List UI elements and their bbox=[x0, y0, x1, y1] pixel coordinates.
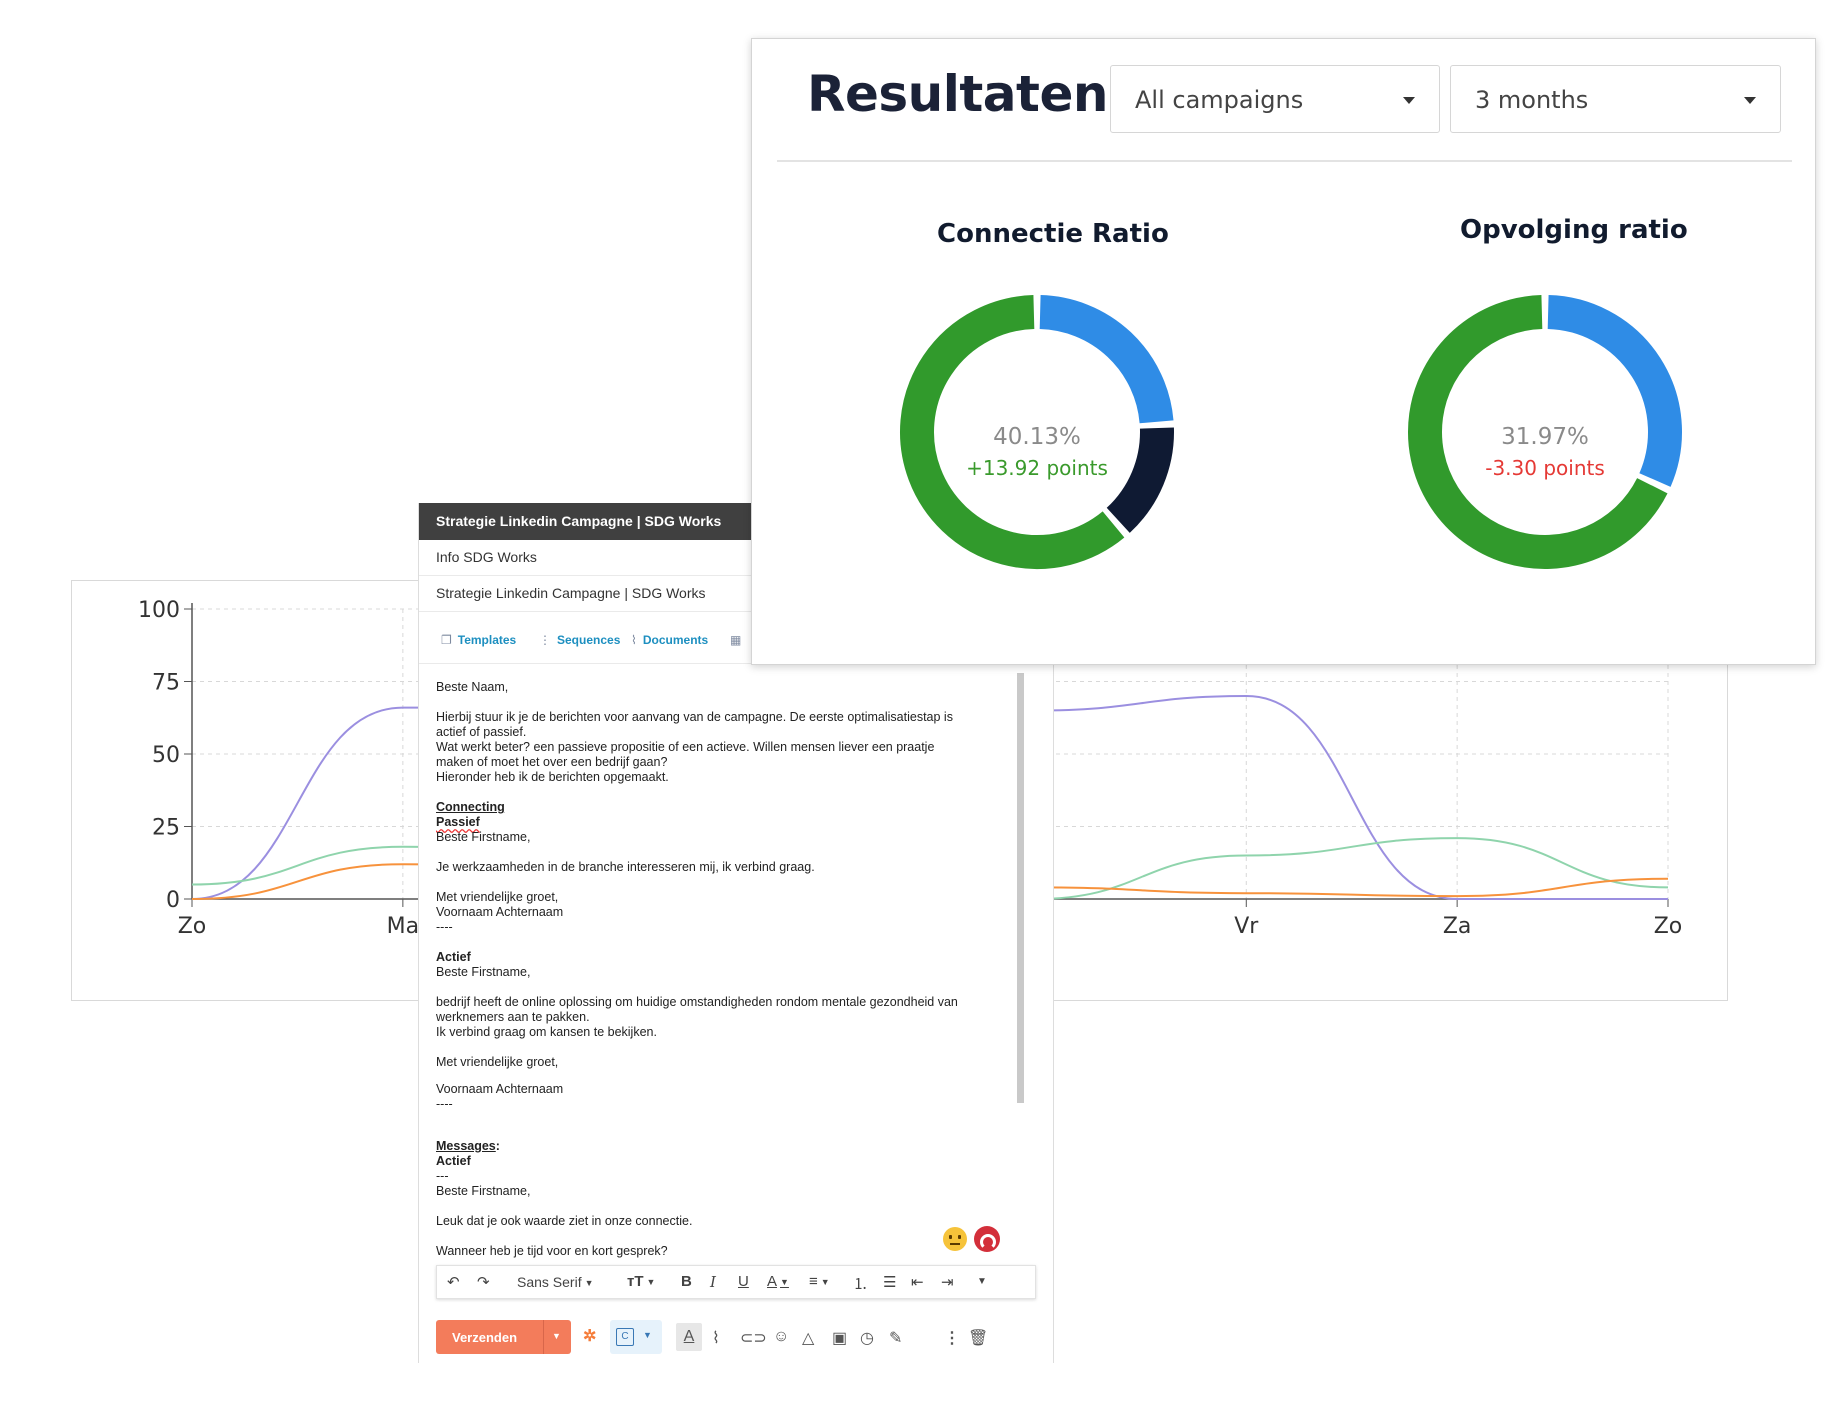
connection-ratio-title: Connectie Ratio bbox=[937, 219, 1169, 249]
y-tick-label: 25 bbox=[152, 816, 180, 841]
paperclip-icon: ⌇ bbox=[631, 633, 637, 647]
donut-segment-2 bbox=[1408, 295, 1668, 569]
chevron-down-icon: ▼ bbox=[780, 1277, 789, 1288]
attach-icon[interactable]: ⌇ bbox=[712, 1330, 720, 1347]
align-icon[interactable]: ≡ ▼ bbox=[809, 1273, 830, 1290]
donut-segment-3 bbox=[900, 295, 1125, 569]
bold-icon[interactable]: B bbox=[681, 1273, 692, 1290]
donut-segment-2 bbox=[1106, 427, 1174, 533]
results-panel: Resultaten All campaigns 3 months Connec… bbox=[751, 38, 1816, 665]
undo-icon[interactable]: ↶ bbox=[447, 1274, 460, 1291]
followup-ratio-value: 31.97% bbox=[1501, 424, 1589, 450]
templates-icon: ❐ bbox=[441, 633, 452, 647]
numbered-list-icon[interactable]: ⒈ bbox=[853, 1276, 869, 1293]
x-tick-label: Vr bbox=[1234, 914, 1259, 939]
emoji-icon[interactable]: ☺ bbox=[773, 1328, 790, 1345]
email-compose-window: Strategie Linkedin Campagne | SDG Works … bbox=[418, 503, 1054, 1363]
more-formatting-icon[interactable]: ▼ bbox=[977, 1276, 987, 1287]
messages-heading: Messages: bbox=[436, 1139, 500, 1153]
indent-more-icon[interactable]: ⇥ bbox=[941, 1274, 954, 1291]
sequences-icon: ⋮ bbox=[539, 633, 551, 647]
link-icon[interactable]: ⊂⊃ bbox=[740, 1330, 767, 1347]
email-body[interactable]: Beste Naam, Hierbij stuur ik je de beric… bbox=[436, 680, 1026, 1259]
subject-field[interactable]: Strategie Linkedin Campagne | SDG Works bbox=[419, 576, 1053, 612]
image-icon[interactable]: ▣ bbox=[832, 1330, 848, 1347]
redo-icon[interactable]: ↷ bbox=[477, 1274, 490, 1291]
followup-ratio-title: Opvolging ratio bbox=[1460, 215, 1688, 245]
formatting-options-icon[interactable]: A bbox=[676, 1323, 702, 1351]
x-tick-label: Zo bbox=[178, 914, 207, 939]
connection-ratio-center: 40.13% +13.92 points bbox=[917, 424, 1157, 480]
chevron-down-icon: ▼ bbox=[643, 1330, 652, 1340]
divider bbox=[777, 160, 1792, 162]
signature-icon[interactable]: ✎ bbox=[889, 1330, 903, 1347]
y-tick-label: 75 bbox=[152, 671, 180, 696]
connection-ratio-donut bbox=[900, 295, 1174, 569]
from-field[interactable]: Info SDG Works bbox=[419, 540, 1053, 576]
from-value: Info SDG Works bbox=[436, 549, 537, 565]
formatting-toolbar: ↶ ↷ Sans Serif ▼ ᴛT ▼ B I U A ▼ ≡ ▼ ⒈ ☰ ⇤ ⇥ … bbox=[436, 1265, 1036, 1299]
passief-heading: Passief bbox=[436, 815, 480, 829]
underline-icon[interactable]: U bbox=[738, 1273, 749, 1290]
templates-button[interactable]: ❐ Templates bbox=[441, 633, 517, 647]
documents-button[interactable]: ⌇ Documents bbox=[631, 633, 709, 647]
x-tick-label: Za bbox=[1443, 914, 1472, 939]
hubspot-icon[interactable]: ✲ bbox=[583, 1328, 597, 1345]
chevron-down-icon: ▼ bbox=[820, 1277, 830, 1288]
period-select[interactable]: 3 months bbox=[1450, 65, 1781, 133]
caret-down-icon bbox=[1403, 97, 1415, 104]
y-tick-label: 100 bbox=[138, 598, 180, 623]
grammar-check-icon[interactable] bbox=[974, 1226, 1000, 1252]
followup-ratio-delta: -3.30 points bbox=[1485, 456, 1605, 480]
hubspot-tools-bar: ❐ Templates ⋮ Sequences ⌇ Documents ▦ bbox=[419, 613, 1053, 664]
sequences-button[interactable]: ⋮ Sequences bbox=[539, 633, 621, 647]
subject-value: Strategie Linkedin Campagne | SDG Works bbox=[436, 585, 706, 601]
caret-down-icon bbox=[1744, 97, 1756, 104]
send-button[interactable]: Verzenden ▼ bbox=[436, 1320, 571, 1354]
indent-less-icon[interactable]: ⇤ bbox=[911, 1274, 924, 1291]
font-family-select[interactable]: Sans Serif ▼ bbox=[517, 1274, 594, 1290]
send-row: Verzenden ▼ ✲ C ▼ A ⌇ ⊂⊃ ☺ △ ▣ ◷ ✎ ⋮ 🗑 bbox=[436, 1320, 1036, 1356]
connection-ratio-delta: +13.92 points bbox=[966, 456, 1108, 480]
y-tick-label: 0 bbox=[166, 888, 180, 913]
italic-icon[interactable]: I bbox=[710, 1273, 716, 1291]
snippets-button[interactable]: C ▼ bbox=[610, 1320, 662, 1354]
snippet-icon: C bbox=[616, 1328, 634, 1346]
body-scrollbar[interactable] bbox=[1017, 673, 1024, 1103]
trash-icon[interactable]: 🗑 bbox=[968, 1330, 989, 1347]
connection-ratio-value: 40.13% bbox=[993, 424, 1081, 450]
meetings-button[interactable]: ▦ bbox=[730, 633, 747, 647]
neutral-face-icon[interactable] bbox=[943, 1227, 967, 1251]
donut-segment-1 bbox=[1039, 295, 1174, 424]
compose-header-title: Strategie Linkedin Campagne | SDG Works bbox=[436, 513, 722, 529]
more-options-icon[interactable]: ⋮ bbox=[944, 1330, 960, 1347]
font-size-icon[interactable]: ᴛT ▼ bbox=[627, 1273, 656, 1290]
followup-ratio-center: 31.97% -3.30 points bbox=[1425, 424, 1665, 480]
chevron-down-icon: ▼ bbox=[584, 1278, 594, 1289]
confidential-icon[interactable]: ◷ bbox=[860, 1330, 874, 1347]
x-tick-label: Zo bbox=[1654, 914, 1683, 939]
drive-icon[interactable]: △ bbox=[802, 1330, 815, 1347]
calendar-icon: ▦ bbox=[730, 633, 742, 647]
text-color-icon[interactable]: A ▼ bbox=[767, 1273, 789, 1290]
actief-heading: Actief bbox=[436, 950, 471, 964]
results-title: Resultaten bbox=[807, 65, 1108, 123]
donut-segment-1 bbox=[1547, 295, 1682, 487]
connecting-heading: Connecting bbox=[436, 800, 505, 814]
chevron-down-icon: ▼ bbox=[646, 1277, 656, 1288]
followup-ratio-donut bbox=[1408, 295, 1682, 569]
send-options-icon[interactable]: ▼ bbox=[552, 1331, 561, 1341]
y-tick-label: 50 bbox=[152, 743, 180, 768]
x-tick-label: Ma bbox=[387, 914, 419, 939]
campaign-select[interactable]: All campaigns bbox=[1110, 65, 1440, 133]
bulleted-list-icon[interactable]: ☰ bbox=[883, 1274, 897, 1291]
